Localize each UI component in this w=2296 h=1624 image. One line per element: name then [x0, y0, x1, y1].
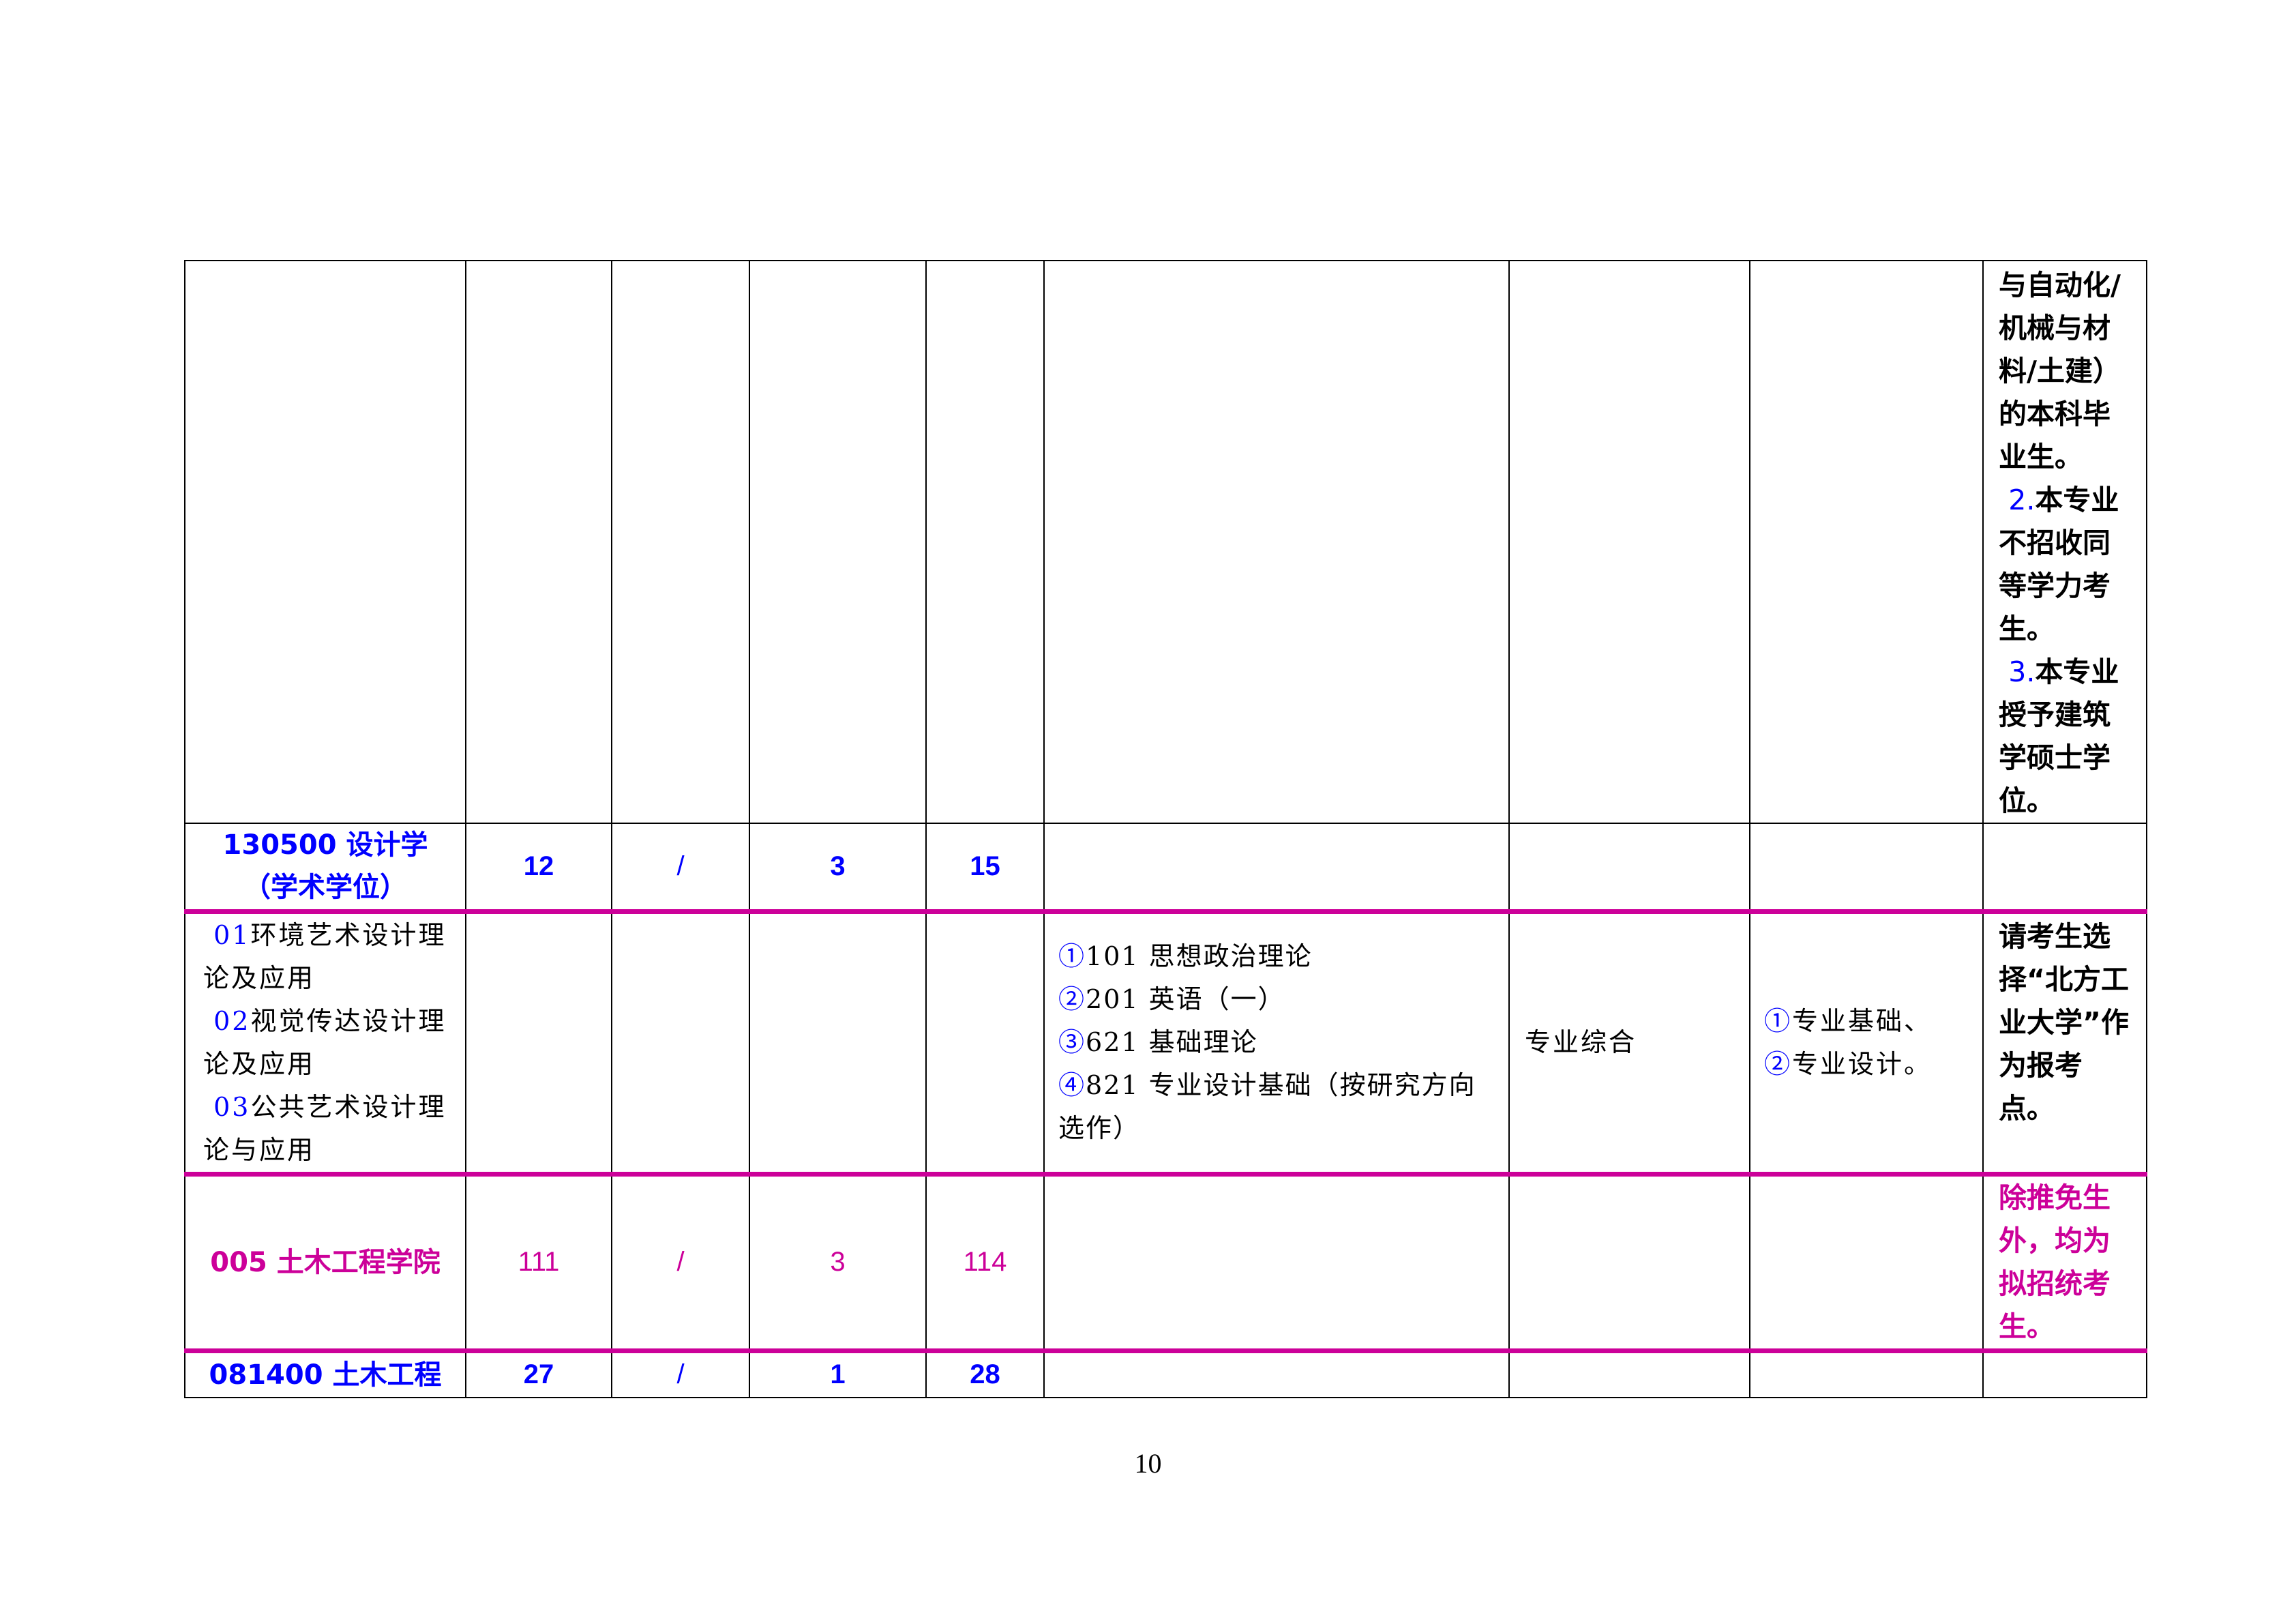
- table-row-civil-major: 081400 土木工程 27 / 1 28: [184, 1350, 2147, 1398]
- remark-1: 与自动化/机械与材料/土建）的本科毕业生。: [1999, 269, 2121, 473]
- remark-2: 2.本专业不招收同等学力考生。: [1999, 484, 2119, 645]
- exam-subject: ①101 思想政治理论: [1058, 941, 1313, 971]
- exam-subject: ③621 基础理论: [1058, 1027, 1258, 1057]
- exam-subject: ②201 英语（一）: [1058, 984, 1285, 1014]
- retest-cell: 专业综合: [1508, 911, 1750, 1175]
- directions-cell: 01环境艺术设计理论及应用 02视觉传达设计理论及应用 03公共艺术设计理论与应…: [184, 911, 466, 1175]
- table-row-college: 005 土木工程学院 111 / 3 114 除推免生外，均为拟招统考生。: [184, 1171, 2147, 1353]
- same-level-cell: ①专业基础、 ②专业设计。: [1749, 911, 1984, 1175]
- major-name: 081400 土木工程: [184, 1350, 466, 1398]
- table-row-design-major: 130500 设计学 （学术学位） 12 / 3 15: [184, 823, 2147, 914]
- direction-item: 03公共艺术设计理论与应用: [203, 1091, 447, 1165]
- remarks-cell: 与自动化/机械与材料/土建）的本科毕业生。 2.本专业不招收同等学力考生。 3.…: [1982, 260, 2147, 824]
- exam-subjects-cell: ①101 思想政治理论 ②201 英语（一） ③621 基础理论 ④821 专业…: [1043, 911, 1510, 1175]
- exam-subject: ④821 专业设计基础（按研究方向选作）: [1058, 1070, 1476, 1143]
- count-3: 3: [749, 823, 927, 914]
- table-row-continued: 与自动化/机械与材料/土建）的本科毕业生。 2.本专业不招收同等学力考生。 3.…: [184, 260, 2147, 824]
- enrollment-table: 与自动化/机械与材料/土建）的本科毕业生。 2.本专业不招收同等学力考生。 3.…: [184, 260, 2147, 1398]
- direction-item: 02视觉传达设计理论及应用: [203, 1005, 447, 1079]
- remark-3: 3.本专业授予建筑学硕士学位。: [1999, 655, 2119, 817]
- count-total: 15: [925, 823, 1045, 914]
- college-name: 005 土木工程学院: [184, 1171, 466, 1353]
- page-number: 10: [1134, 1448, 1162, 1479]
- table-row-design-details: 01环境艺术设计理论及应用 02视觉传达设计理论及应用 03公共艺术设计理论与应…: [184, 911, 2147, 1175]
- count-1: 12: [465, 823, 612, 914]
- direction-item: 01环境艺术设计理论及应用: [203, 919, 447, 993]
- count-2: /: [611, 823, 750, 914]
- major-name: 130500 设计学 （学术学位）: [184, 823, 466, 914]
- college-note: 除推免生外，均为拟招统考生。: [1982, 1171, 2147, 1353]
- design-note: 请考生选择“北方工业大学”作为报考点。: [1982, 911, 2147, 1175]
